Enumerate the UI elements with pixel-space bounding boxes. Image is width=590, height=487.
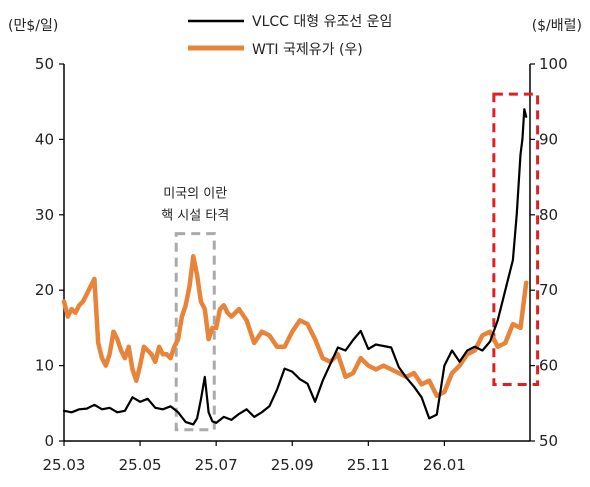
right-tick-label: 90 <box>539 130 558 148</box>
left-tick-label: 30 <box>35 206 54 224</box>
x-tick-label: 25.05 <box>119 456 162 474</box>
right-tick-label: 100 <box>539 55 568 73</box>
right-tick-label: 60 <box>539 357 558 375</box>
x-tick-label: 25.03 <box>43 456 86 474</box>
left-tick-label: 10 <box>35 357 54 375</box>
right-tick-label: 80 <box>539 206 558 224</box>
annotation-text: 핵 시설 타격 <box>161 209 229 224</box>
left-axis-ticks: 0 10 20 30 40 50 <box>35 55 64 450</box>
right-tick-label: 70 <box>539 281 558 299</box>
x-tick-label: 25.09 <box>271 456 314 474</box>
series-line-vlcc <box>62 108 528 426</box>
left-tick-label: 50 <box>35 55 54 73</box>
left-axis-unit: (만$/일) <box>8 18 58 34</box>
right-tick-label: 50 <box>539 432 558 450</box>
legend-label-vlcc: VLCC 대형 유조선 운임 <box>252 14 392 30</box>
annotation-box-strike <box>174 232 216 432</box>
annotation-text: 미국의 이란 <box>163 187 227 202</box>
left-tick-label: 0 <box>44 432 54 450</box>
series-lines <box>61 108 529 426</box>
annotations: 미국의 이란핵 시설 타격 <box>161 92 540 432</box>
left-tick-label: 20 <box>35 281 54 299</box>
x-tick-label: 25.07 <box>195 456 238 474</box>
legend: VLCC 대형 유조선 운임 WTI 국제유가 (우) <box>188 14 392 58</box>
left-tick-label: 40 <box>35 130 54 148</box>
legend-label-wti: WTI 국제유가 (우) <box>252 42 363 58</box>
x-axis-ticks: 25.03 25.05 25.07 25.09 25.11 26.01 <box>43 441 466 474</box>
right-axis-unit: ($/배럴) <box>532 18 582 34</box>
annotation-box-surge <box>492 92 540 386</box>
right-axis-ticks: 50 60 70 80 90 100 <box>530 55 568 450</box>
series-line-wti <box>61 254 529 399</box>
x-tick-label: 26.01 <box>423 456 466 474</box>
x-tick-label: 25.11 <box>347 456 390 474</box>
